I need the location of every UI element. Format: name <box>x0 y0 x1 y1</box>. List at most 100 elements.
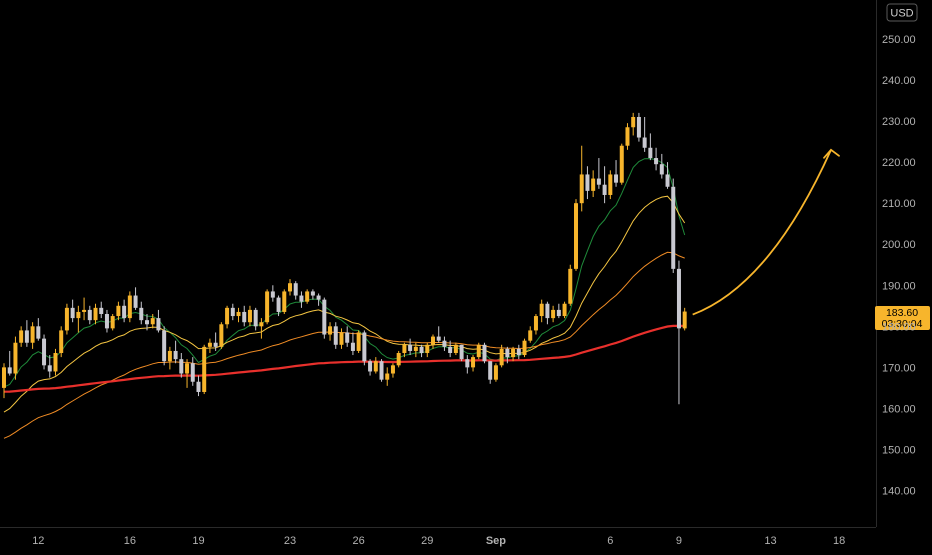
candle-body <box>173 350 178 360</box>
candle <box>471 355 476 372</box>
currency-label: USD <box>890 8 913 20</box>
candle <box>636 112 641 142</box>
y-tick-label: 160.00 <box>882 403 916 415</box>
candle-body <box>133 295 138 308</box>
candle-body <box>505 348 510 358</box>
candle-body <box>225 307 230 325</box>
candle <box>93 303 98 325</box>
candle-body <box>339 332 344 345</box>
candle <box>482 342 487 364</box>
candle-body <box>213 342 218 347</box>
candle-body <box>219 324 224 347</box>
candle-body <box>665 174 670 187</box>
candle-body <box>242 311 247 323</box>
candle-body <box>350 342 355 351</box>
candle <box>133 287 138 310</box>
candle-body <box>493 365 498 380</box>
candle-body <box>230 307 235 317</box>
candle <box>213 332 218 351</box>
candle <box>682 307 687 331</box>
candle-body <box>608 174 613 195</box>
candle <box>465 355 470 374</box>
candle <box>402 342 407 358</box>
moving-average-line <box>3 158 686 388</box>
candle-body <box>76 311 81 319</box>
candle <box>431 334 435 349</box>
candle-body <box>419 346 424 353</box>
candle <box>305 289 310 304</box>
candle-body <box>671 186 676 269</box>
candle <box>659 153 664 179</box>
candle <box>419 344 424 358</box>
y-tick-label: 240.00 <box>882 75 916 87</box>
projection-curve <box>692 149 832 316</box>
candle <box>288 279 292 296</box>
projection-arrow <box>692 148 840 316</box>
candle-body <box>19 330 24 343</box>
candle-body <box>636 116 641 138</box>
candle <box>453 342 458 356</box>
candle <box>562 301 567 319</box>
candles <box>2 112 687 405</box>
candle <box>511 346 516 362</box>
candle <box>270 285 275 302</box>
x-tick-label: 29 <box>421 535 433 547</box>
candle-body <box>556 309 561 317</box>
candle <box>425 342 430 358</box>
candle-body <box>299 295 304 302</box>
countdown-label: 03:30:04 <box>882 318 923 330</box>
candle <box>385 367 390 386</box>
currency-button[interactable] <box>886 3 918 22</box>
candle <box>362 330 367 366</box>
moving-average-line <box>3 195 686 413</box>
candle-body <box>99 307 104 315</box>
candle <box>379 359 384 382</box>
candle-body <box>288 283 292 292</box>
candle-body <box>631 116 636 128</box>
candle <box>59 326 64 358</box>
candle <box>596 158 601 189</box>
candle-body <box>333 326 338 345</box>
candle <box>253 307 258 331</box>
candle-body <box>24 330 29 343</box>
candle <box>167 346 172 370</box>
candle-body <box>654 158 659 165</box>
candle <box>671 178 676 273</box>
y-tick-label: 220.00 <box>882 157 916 169</box>
candle-body <box>619 145 624 183</box>
candle <box>568 264 573 306</box>
x-tick-label: 6 <box>607 535 613 547</box>
candle-body <box>59 330 64 353</box>
candle-body <box>2 367 6 388</box>
candle <box>47 355 52 378</box>
candle <box>499 344 504 368</box>
candle <box>585 166 590 200</box>
candle-body <box>385 373 390 380</box>
candle-body <box>562 303 567 317</box>
candle-body <box>476 344 481 358</box>
candle-body <box>282 291 287 312</box>
candle-body <box>574 203 578 269</box>
candle <box>127 291 132 323</box>
candle <box>551 305 556 323</box>
moving-average-line <box>3 251 685 439</box>
candle <box>156 309 161 333</box>
candle <box>202 344 207 395</box>
candle-body <box>373 361 378 372</box>
x-tick-label: 16 <box>124 535 136 547</box>
candle <box>533 314 538 335</box>
candle-body <box>539 303 544 317</box>
candle <box>322 297 327 339</box>
candle-body <box>253 309 258 327</box>
candle-body <box>167 350 172 362</box>
candle-body <box>659 164 664 175</box>
candle <box>110 314 115 331</box>
candle-body <box>459 344 464 360</box>
candle <box>99 301 104 319</box>
candle-body <box>82 309 87 312</box>
candle <box>539 299 544 323</box>
candle-body <box>528 330 533 341</box>
